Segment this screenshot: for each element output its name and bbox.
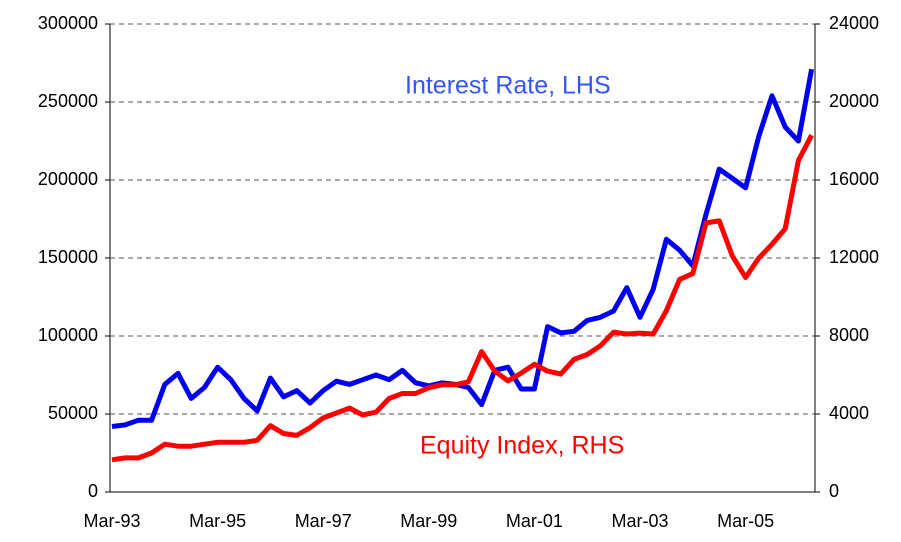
y2-tick-label: 0 <box>829 481 839 501</box>
series-label: Interest Rate, LHS <box>405 72 611 100</box>
x-tick-label: Mar-93 <box>83 511 140 531</box>
y-tick-label: 100000 <box>38 325 98 345</box>
y2-tick-label: 20000 <box>829 91 879 111</box>
y-tick-label: 50000 <box>48 403 98 423</box>
series-line <box>111 68 815 429</box>
x-tick-label: Mar-95 <box>189 511 246 531</box>
y2-tick-label: 24000 <box>829 13 879 33</box>
y-tick-label: 150000 <box>38 247 98 267</box>
y2-tick-label: 4000 <box>829 403 869 423</box>
y2-tick-label: 16000 <box>829 169 879 189</box>
y-tick-label: 250000 <box>38 91 98 111</box>
y-tick-label: 0 <box>88 481 98 501</box>
x-tick-label: Mar-05 <box>717 511 774 531</box>
x-tick-label: Mar-01 <box>506 511 563 531</box>
y-tick-label: 300000 <box>38 13 98 33</box>
y-tick-label: 200000 <box>38 169 98 189</box>
y2-tick-label: 12000 <box>829 247 879 267</box>
x-tick-label: Mar-03 <box>611 511 668 531</box>
x-tick-label: Mar-97 <box>295 511 352 531</box>
x-tick-label: Mar-99 <box>400 511 457 531</box>
series-line <box>111 134 814 463</box>
series-label: Equity Index, RHS <box>420 432 624 460</box>
y2-tick-label: 8000 <box>829 325 869 345</box>
